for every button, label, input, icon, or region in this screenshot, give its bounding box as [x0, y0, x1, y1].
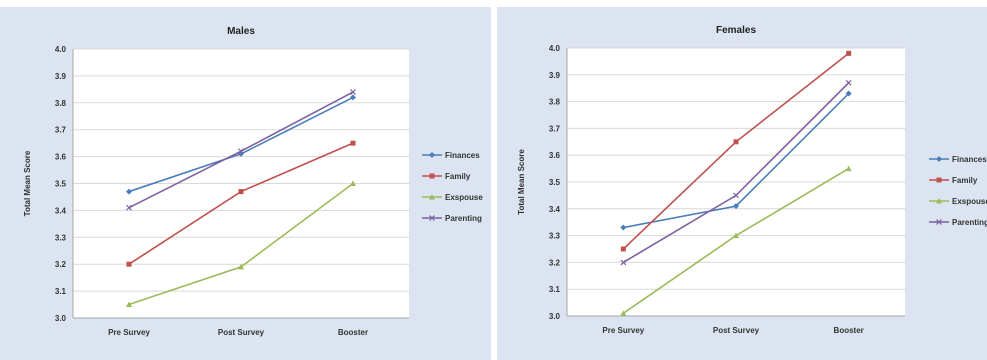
data-point-finances: [733, 203, 739, 210]
x-tick-label-pre-survey: Pre Survey: [108, 328, 150, 337]
legend-item-exspouse: Exspouse: [422, 193, 483, 202]
data-point-family: [238, 189, 244, 195]
data-point-exspouse: [845, 165, 852, 172]
y-tick-label: 3.8: [549, 98, 561, 107]
x-tick-label-post-survey: Post Survey: [713, 326, 760, 335]
y-tick-label: 3.5: [55, 180, 67, 189]
x-tick-label-booster: Booster: [338, 328, 368, 337]
y-tick-label: 3.0: [55, 314, 67, 323]
y-tick-label: 3.2: [55, 260, 67, 269]
data-point-finances: [350, 94, 356, 101]
y-tick-label: 3.6: [55, 153, 67, 162]
legend-marker: [429, 194, 435, 200]
y-tick-label: 3.9: [55, 72, 67, 81]
legend-label: Finances: [952, 155, 987, 164]
data-point-parenting: [126, 204, 132, 211]
series-family: [620, 50, 852, 252]
data-point-family: [733, 139, 739, 145]
y-tick-label: 3.6: [549, 151, 561, 160]
series-parenting: [620, 79, 852, 266]
x-tick-label-pre-survey: Pre Survey: [602, 326, 644, 335]
legend-item-family: Family: [422, 172, 471, 181]
data-point-finances: [845, 90, 852, 97]
chart-title: Females: [716, 25, 756, 36]
males-chart-panel: 3.0 3.1 3.2 3.3 3.4 3.5 3.6 3.7 3.8 3.9 4.0 Pre Sur…: [0, 7, 491, 360]
y-tick-label: 3.3: [549, 232, 561, 241]
legend-item-finances: Finances: [422, 151, 480, 160]
y-tick-label: 3.7: [549, 124, 561, 133]
data-point-exspouse: [238, 263, 244, 270]
data-point-exspouse: [350, 180, 356, 186]
data-point-exspouse: [620, 310, 627, 316]
legend-item-family: Family: [929, 176, 978, 185]
data-point-family: [846, 50, 852, 56]
legend-marker: [429, 173, 435, 179]
series-exspouse: [620, 165, 852, 316]
legend-item-parenting: Parenting: [929, 218, 987, 227]
legend-marker: [936, 177, 942, 183]
data-point-finances: [620, 224, 627, 231]
data-point-parenting: [238, 148, 244, 155]
legend-marker: [429, 152, 435, 158]
legend-item-finances: Finances: [929, 155, 987, 164]
legend-marker: [936, 219, 942, 225]
y-tick-label: 3.5: [549, 178, 561, 187]
legend-label: Finances: [445, 151, 480, 160]
y-axis-label: Total Mean Score: [517, 149, 526, 215]
y-tick-label: 3.7: [55, 126, 67, 135]
y-tick-label: 3.9: [549, 71, 561, 80]
data-point-parenting: [620, 259, 627, 266]
y-tick-label: 3.8: [55, 99, 67, 108]
females-chart: 3.0 3.1 3.2 3.3 3.4 3.5 3.6 3.7 3.8 3.9 4.0 Pre Sur…: [517, 25, 987, 335]
y-tick-label: 3.1: [55, 287, 67, 296]
data-point-parenting: [350, 89, 356, 95]
y-tick-label: 4.0: [55, 45, 67, 54]
y-tick-label: 3.0: [549, 312, 561, 321]
legend-label: Parenting: [445, 214, 482, 223]
legend-label: Family: [445, 172, 471, 181]
y-tick-label: 3.1: [549, 285, 561, 294]
females-chart-panel: 3.0 3.1 3.2 3.3 3.4 3.5 3.6 3.7 3.8 3.9 4.0 Pre Sur…: [497, 7, 987, 360]
legend-label: Exspouse: [952, 197, 987, 206]
data-point-finances: [126, 188, 132, 195]
data-point-exspouse: [733, 232, 739, 239]
data-point-family: [350, 140, 356, 146]
y-tick-label: 3.2: [549, 258, 561, 267]
y-tick-label: 3.3: [55, 233, 67, 242]
data-point-family: [620, 246, 626, 252]
series-exspouse: [126, 180, 356, 308]
series-family: [126, 140, 356, 267]
x-tick-label-booster: Booster: [834, 326, 864, 335]
data-point-parenting: [733, 192, 739, 199]
legend-item-parenting: Parenting: [422, 214, 482, 223]
legend-item-exspouse: Exspouse: [929, 197, 987, 206]
y-axis-label: Total Mean Score: [23, 150, 32, 216]
males-chart: 3.0 3.1 3.2 3.3 3.4 3.5 3.6 3.7 3.8 3.9 4.0 Pre Sur…: [23, 26, 483, 337]
y-tick-label: 3.4: [549, 205, 561, 214]
legend-label: Parenting: [952, 218, 987, 227]
series-finances: [620, 90, 852, 231]
legend-label: Exspouse: [445, 193, 483, 202]
data-point-exspouse: [126, 301, 132, 308]
x-tick-label-post-survey: Post Survey: [218, 328, 265, 337]
data-point-family: [126, 261, 132, 267]
legend-label: Family: [952, 176, 978, 185]
series-parenting: [126, 89, 356, 211]
legend-marker: [429, 215, 435, 221]
y-tick-label: 4.0: [549, 44, 561, 53]
chart-title: Males: [227, 26, 255, 37]
legend-marker: [936, 198, 942, 204]
data-point-parenting: [845, 79, 852, 86]
legend-marker: [936, 156, 942, 162]
y-tick-label: 3.4: [55, 206, 67, 215]
